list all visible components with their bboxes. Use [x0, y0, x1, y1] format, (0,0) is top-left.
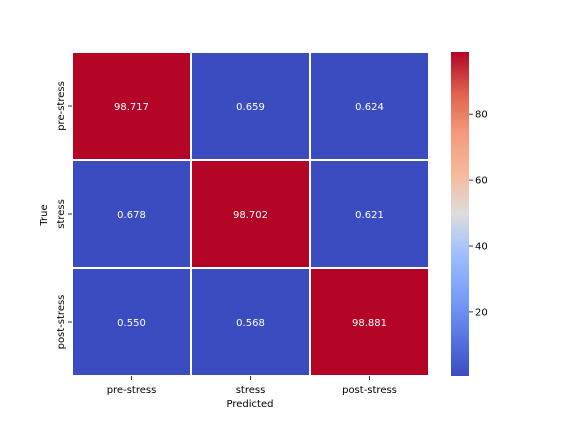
colorbar-gradient — [451, 52, 469, 376]
y-tick-label: stress — [56, 199, 67, 229]
colorbar-ticks: 20 40 60 80 — [469, 110, 488, 318]
colorbar: 20 40 60 80 — [451, 52, 488, 376]
heatmap-cell — [309, 51, 430, 161]
colorbar-tick-label: 80 — [475, 110, 488, 121]
colorbar-tick-label: 40 — [475, 242, 488, 253]
x-tick-labels: pre-stress stress post-stress — [107, 376, 397, 396]
cell-value-label: 98.702 — [233, 210, 268, 221]
heatmap-cell — [190, 51, 311, 161]
x-tick-label: pre-stress — [107, 385, 157, 396]
heatmap-cell — [309, 159, 430, 269]
heatmap-cells — [71, 51, 430, 377]
colorbar-tick-label: 60 — [475, 176, 488, 187]
cell-value-label: 0.568 — [236, 318, 265, 329]
heatmap-cell — [71, 51, 192, 161]
cell-value-label: 0.659 — [236, 102, 265, 113]
cell-value-label: 0.678 — [117, 210, 146, 221]
x-tick-label: post-stress — [342, 385, 397, 396]
x-axis-label: Predicted — [227, 399, 274, 410]
y-tick-label: post-stress — [56, 295, 67, 350]
cell-value-label: 0.621 — [355, 210, 384, 221]
cell-value-labels: 98.717 0.659 0.624 0.678 98.702 0.621 0.550 0.5… — [114, 102, 387, 329]
y-axis-label: True — [39, 204, 50, 226]
cell-value-label: 98.717 — [114, 102, 149, 113]
y-tick-labels: pre-stress stress post-stress — [56, 81, 72, 349]
cell-value-label: 98.881 — [352, 318, 387, 329]
cell-value-label: 0.624 — [355, 102, 384, 113]
heatmap-cell — [190, 267, 311, 377]
cell-value-label: 0.550 — [117, 318, 146, 329]
y-tick-label: pre-stress — [56, 81, 67, 131]
colorbar-tick-label: 20 — [475, 307, 488, 318]
x-tick-label: stress — [236, 385, 266, 396]
